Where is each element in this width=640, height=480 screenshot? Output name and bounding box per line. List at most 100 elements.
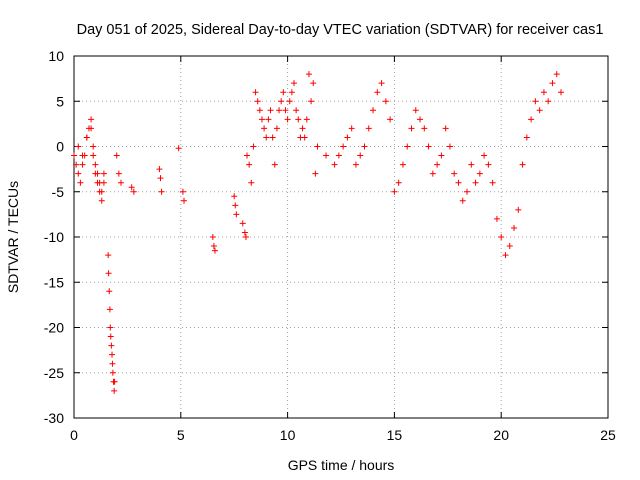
data-point — [472, 179, 479, 186]
data-point — [263, 134, 270, 141]
data-point — [108, 342, 115, 349]
data-point — [107, 324, 114, 331]
data-point — [455, 179, 462, 186]
data-point — [506, 243, 513, 250]
data-point — [115, 170, 122, 177]
data-point — [179, 188, 186, 195]
data-point — [378, 80, 385, 87]
data-point — [301, 134, 308, 141]
data-point — [109, 360, 116, 367]
data-point — [303, 116, 310, 123]
data-point — [519, 161, 526, 168]
data-point — [98, 197, 105, 204]
data-point — [79, 161, 86, 168]
data-point — [523, 134, 530, 141]
data-point — [111, 387, 118, 394]
data-point — [92, 161, 99, 168]
data-point — [284, 116, 291, 123]
y-tick-label: -10 — [44, 229, 64, 245]
data-point — [109, 351, 116, 358]
data-point — [107, 333, 114, 340]
data-point — [273, 125, 280, 132]
data-point — [553, 71, 560, 78]
y-tick-label: -30 — [44, 410, 64, 426]
y-tick-label: 10 — [48, 48, 64, 64]
data-point — [558, 89, 565, 96]
data-point — [545, 98, 552, 105]
data-point — [549, 80, 556, 87]
data-point — [109, 369, 116, 376]
data-point — [71, 152, 77, 159]
data-point — [239, 220, 246, 227]
data-point — [175, 145, 182, 152]
data-point — [265, 116, 272, 123]
data-point — [244, 152, 251, 159]
data-point — [250, 143, 257, 150]
data-point — [370, 107, 377, 114]
data-point — [331, 161, 338, 168]
y-tick-label: -20 — [44, 320, 64, 336]
data-point — [498, 234, 505, 240]
data-point — [258, 116, 265, 123]
grid-lines — [74, 56, 608, 418]
data-point — [231, 193, 238, 200]
data-point — [295, 116, 302, 123]
data-point — [156, 166, 163, 173]
data-point — [100, 170, 107, 177]
data-point — [105, 270, 112, 277]
data-point — [254, 98, 261, 105]
data-point — [502, 252, 509, 259]
data-point — [90, 143, 97, 150]
data-point — [299, 125, 306, 132]
data-points — [71, 71, 565, 394]
data-point — [267, 107, 274, 114]
x-tick-label: 15 — [387, 427, 403, 443]
data-point — [241, 229, 248, 236]
data-point — [233, 211, 240, 218]
data-point — [395, 179, 402, 186]
data-point — [73, 161, 80, 168]
data-point — [88, 125, 95, 132]
data-point — [314, 143, 321, 150]
data-point — [158, 188, 165, 195]
data-point — [117, 179, 124, 186]
y-axis-label: SDTVAR / TECUs — [5, 181, 21, 293]
data-point — [211, 247, 218, 254]
data-point — [113, 152, 120, 159]
data-point — [79, 152, 86, 159]
data-point — [105, 252, 112, 259]
data-point — [98, 188, 105, 195]
data-point — [209, 234, 216, 240]
data-point — [340, 143, 347, 150]
data-point — [421, 125, 428, 132]
data-point — [468, 161, 475, 168]
data-point — [352, 161, 359, 168]
data-point — [429, 170, 436, 177]
data-point — [540, 89, 547, 96]
x-tick-label: 20 — [493, 427, 509, 443]
data-point — [404, 143, 411, 150]
data-point — [75, 170, 82, 177]
data-point — [361, 143, 368, 150]
data-point — [278, 98, 285, 105]
data-point — [348, 125, 355, 132]
data-point — [305, 71, 312, 78]
data-point — [387, 116, 394, 123]
data-point — [288, 89, 295, 96]
data-point — [515, 206, 522, 213]
y-tick-label: 0 — [56, 139, 64, 155]
data-point — [181, 197, 188, 204]
data-point — [434, 161, 441, 168]
data-point — [399, 161, 406, 168]
plot-frame — [73, 55, 609, 419]
data-point — [451, 170, 458, 177]
axis-ticks: 0 5 10 15 20 25 10 5 0 -5 -10 -15 -20 -25 -30 — [44, 48, 616, 443]
data-point — [442, 125, 449, 132]
x-axis-label: GPS time / hours — [288, 457, 395, 473]
data-point — [357, 152, 364, 159]
x-tick-label: 10 — [280, 427, 296, 443]
data-point — [128, 184, 135, 191]
data-point — [476, 170, 483, 177]
data-point — [310, 80, 317, 87]
data-point — [365, 125, 372, 132]
